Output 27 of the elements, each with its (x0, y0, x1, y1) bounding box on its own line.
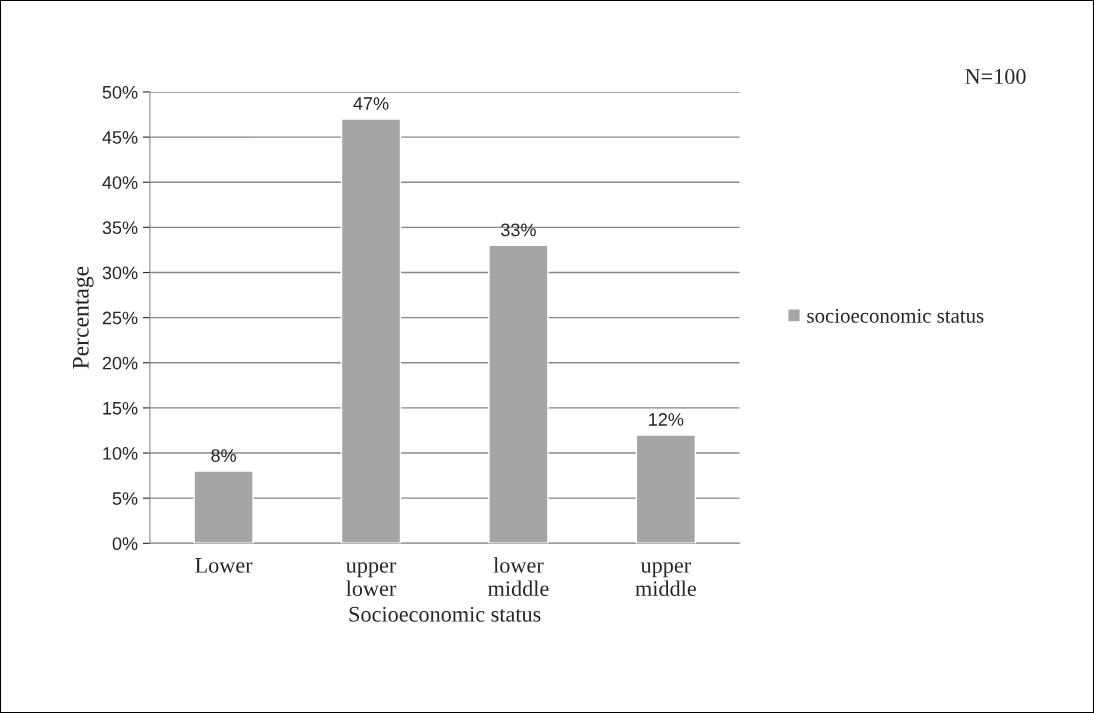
x-tick-label: upper middle (635, 562, 696, 597)
legend-label: socioeconomic status (807, 308, 984, 323)
bar (488, 244, 549, 544)
y-tick-label: 45% (102, 131, 138, 144)
text: N=100 (965, 69, 1026, 84)
bar (635, 434, 697, 544)
y-tick-label: 15% (103, 401, 138, 415)
bar (340, 118, 402, 544)
bar (193, 470, 254, 544)
y-tick-label: 30% (102, 266, 138, 280)
x-tick-label: upper lower (346, 562, 397, 597)
text: 12% (649, 413, 684, 426)
y-tick-label: 0% (112, 537, 138, 551)
y-tick-label: 50% (102, 85, 138, 99)
y-tick-label: 25% (102, 311, 138, 325)
text: 8% (211, 449, 236, 462)
y-axis-title: Percentage (73, 266, 94, 369)
x-axis-title: Socioeconomic status (349, 606, 541, 622)
x-tick-label: lower middle (488, 557, 549, 597)
y-tick-label: 35% (102, 221, 138, 235)
y-tick-label: 40% (102, 176, 138, 189)
x-tick-label: Lower (195, 558, 253, 573)
y-tick-label: 20% (102, 356, 138, 370)
y-tick-label: 5% (112, 492, 138, 505)
y-tick-label: 10% (103, 446, 138, 460)
text: 33% (501, 223, 536, 237)
text: 47% (353, 97, 389, 110)
